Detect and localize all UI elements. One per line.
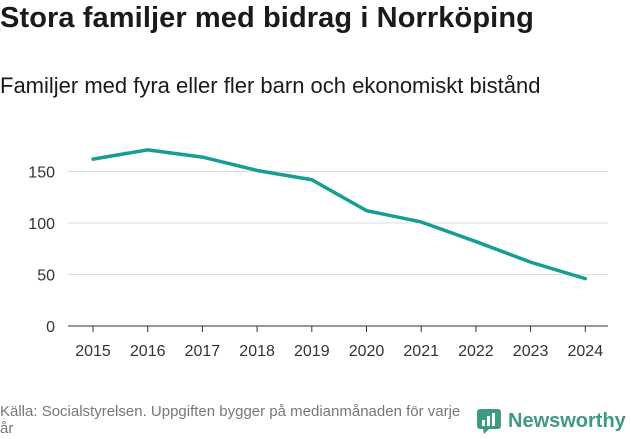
- x-tick-label: 2024: [568, 343, 604, 360]
- x-tick-label: 2023: [513, 343, 549, 360]
- y-tick-label: 100: [28, 216, 55, 233]
- chart-subtitle: Familjer med fyra eller fler barn och ek…: [0, 73, 541, 98]
- y-tick-label: 150: [28, 165, 55, 182]
- newsworthy-logo-icon: [477, 409, 501, 434]
- chart-title: Stora familjer med bidrag i Norrköping: [0, 2, 534, 34]
- line-chart: 0 50 100 150 2015 2016 2017 2018 2019 2020 2021 202…: [28, 148, 608, 360]
- x-tick-label: 2021: [403, 343, 439, 360]
- x-tick-label: 2017: [185, 343, 221, 360]
- x-tick-label: 2016: [130, 343, 166, 360]
- x-tick-label: 2018: [239, 343, 275, 360]
- x-tick-label: 2022: [458, 343, 494, 360]
- source-note: Källa: Socialstyrelsen. Uppgiften bygger…: [0, 403, 461, 437]
- x-tick-label: 2019: [294, 343, 330, 360]
- x-tick-label: 2020: [349, 343, 385, 360]
- brand-name: Newsworthy: [508, 409, 626, 432]
- y-tick-label: 0: [46, 319, 55, 336]
- x-tick-label: 2015: [75, 343, 111, 360]
- brand-logo: Newsworthy: [476, 408, 626, 434]
- series-line: [91, 148, 588, 281]
- y-tick-label: 50: [37, 268, 55, 285]
